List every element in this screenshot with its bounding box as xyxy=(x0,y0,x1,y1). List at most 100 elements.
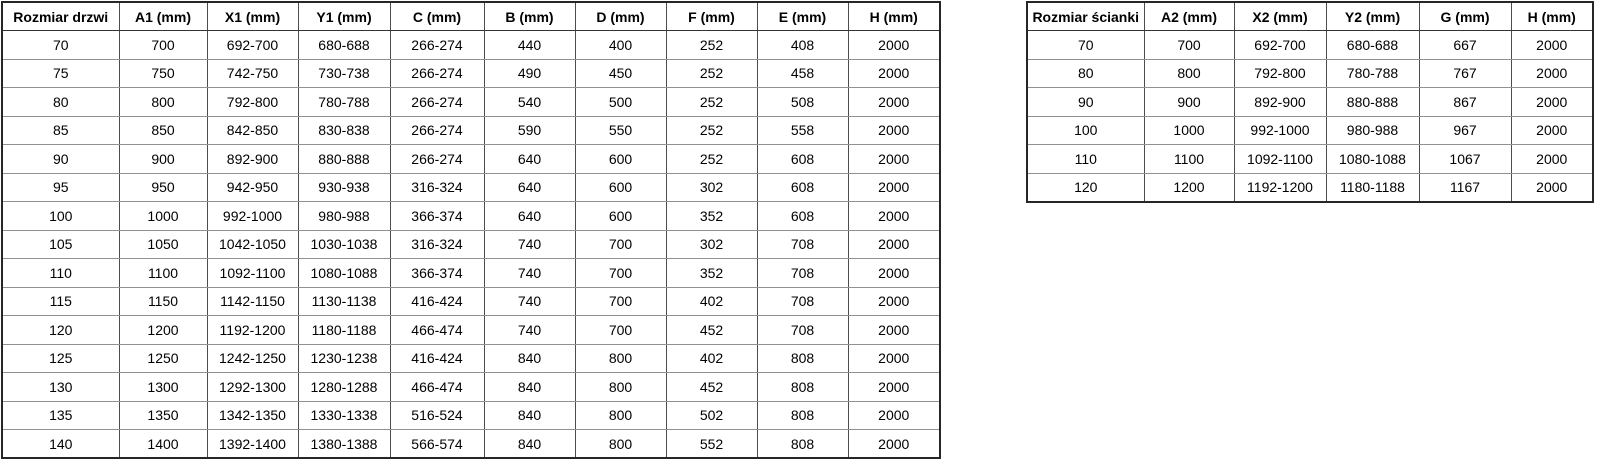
table-cell: 1050 xyxy=(118,229,208,259)
table-cell: 2000 xyxy=(1510,144,1594,174)
column-header: B (mm) xyxy=(483,1,576,31)
table-cell: 880-888 xyxy=(1325,87,1420,117)
table-cell: 2000 xyxy=(847,30,941,60)
table-cell: 980-988 xyxy=(1325,115,1420,145)
column-header: E (mm) xyxy=(756,1,849,31)
table-cell: 830-838 xyxy=(297,115,391,145)
table-cell: 1000 xyxy=(1143,115,1235,145)
table-cell: 2000 xyxy=(1510,115,1594,145)
table-cell: 680-688 xyxy=(297,30,391,60)
table-cell: 740 xyxy=(483,258,576,288)
column-header: G (mm) xyxy=(1418,1,1512,31)
table-cell: 1230-1238 xyxy=(297,343,391,373)
table-cell: 840 xyxy=(483,372,576,402)
table-cell: 608 xyxy=(756,201,849,231)
table-cell: 120 xyxy=(1026,172,1145,202)
table-cell: 100 xyxy=(1,201,120,231)
table-cell: 700 xyxy=(574,286,667,316)
table-cell: 1150 xyxy=(118,286,208,316)
table-cell: 1292-1300 xyxy=(206,372,299,402)
table-cell: 750 xyxy=(118,58,208,88)
table-row: 70 700 692-700 680-688 667 2000 xyxy=(1026,30,1594,60)
table-cell: 900 xyxy=(118,144,208,174)
table-cell: 140 xyxy=(1,429,120,459)
column-header: Rozmiar ścianki xyxy=(1026,1,1145,31)
table-row: 105 1050 1042-1050 1030-1038 316-324 740 700 30… xyxy=(1,229,941,259)
table-cell: 125 xyxy=(1,343,120,373)
table-cell: 2000 xyxy=(847,87,941,117)
table-cell: 708 xyxy=(756,286,849,316)
table-cell: 1142-1150 xyxy=(206,286,299,316)
table-cell: 552 xyxy=(665,429,758,459)
table-row: 90 900 892-900 880-888 266-274 640 600 252 608 20… xyxy=(1,144,941,174)
table-row: 100 1000 992-1000 980-988 366-374 640 600 352 60… xyxy=(1,201,941,231)
table-cell: 1080-1088 xyxy=(1325,144,1420,174)
table-cell: 70 xyxy=(1026,30,1145,60)
table-cell: 115 xyxy=(1,286,120,316)
column-header: A2 (mm) xyxy=(1143,1,1235,31)
table-cell: 640 xyxy=(483,172,576,202)
table-cell: 992-1000 xyxy=(1233,115,1327,145)
table-cell: 700 xyxy=(118,30,208,60)
table-cell: 692-700 xyxy=(206,30,299,60)
header-row: Rozmiar drzwi A1 (mm) X1 (mm) Y1 (mm) C (mm)… xyxy=(1,1,941,31)
table-cell: 1330-1338 xyxy=(297,400,391,430)
table-cell: 800 xyxy=(574,343,667,373)
table-cell: 780-788 xyxy=(297,87,391,117)
table-row: 140 1400 1392-1400 1380-1388 566-574 840 800 55… xyxy=(1,429,941,459)
column-header: Y1 (mm) xyxy=(297,1,391,31)
table-cell: 892-900 xyxy=(1233,87,1327,117)
table-cell: 105 xyxy=(1,229,120,259)
table-cell: 892-900 xyxy=(206,144,299,174)
table-cell: 1180-1188 xyxy=(1325,172,1420,202)
table-row: 110 1100 1092-1100 1080-1088 366-374 740 700 35… xyxy=(1,258,941,288)
table-row: 120 1200 1192-1200 1180-1188 466-474 740 700 45… xyxy=(1,315,941,345)
table-cell: 266-274 xyxy=(389,30,485,60)
table-cell: 2000 xyxy=(847,315,941,345)
table-cell: 540 xyxy=(483,87,576,117)
table-cell: 508 xyxy=(756,87,849,117)
table-cell: 740 xyxy=(483,229,576,259)
table-cell: 640 xyxy=(483,144,576,174)
table-cell: 950 xyxy=(118,172,208,202)
table-cell: 840 xyxy=(483,429,576,459)
table-cell: 550 xyxy=(574,115,667,145)
table-cell: 366-374 xyxy=(389,258,485,288)
table-cell: 130 xyxy=(1,372,120,402)
table-cell: 700 xyxy=(1143,30,1235,60)
table-cell: 2000 xyxy=(847,343,941,373)
table-cell: 800 xyxy=(574,372,667,402)
table-cell: 840 xyxy=(483,400,576,430)
table-row: 85 850 842-850 830-838 266-274 590 550 252 558 20… xyxy=(1,115,941,145)
table-cell: 800 xyxy=(118,87,208,117)
table-cell: 967 xyxy=(1418,115,1512,145)
table-row: 80 800 792-800 780-788 767 2000 xyxy=(1026,58,1594,88)
table-cell: 1100 xyxy=(1143,144,1235,174)
table-cell: 120 xyxy=(1,315,120,345)
table-cell: 840 xyxy=(483,343,576,373)
table-cell: 252 xyxy=(665,115,758,145)
table-cell: 85 xyxy=(1,115,120,145)
table-cell: 800 xyxy=(574,400,667,430)
door-dimensions-table: Rozmiar drzwi A1 (mm) X1 (mm) Y1 (mm) C (mm)… xyxy=(1,1,941,459)
column-header: C (mm) xyxy=(389,1,485,31)
table-cell: 452 xyxy=(665,315,758,345)
table-cell: 742-750 xyxy=(206,58,299,88)
table-cell: 1200 xyxy=(118,315,208,345)
table-cell: 608 xyxy=(756,172,849,202)
column-header: X1 (mm) xyxy=(206,1,299,31)
table-cell: 2000 xyxy=(1510,172,1594,202)
table-cell: 402 xyxy=(665,343,758,373)
table-row: 90 900 892-900 880-888 867 2000 xyxy=(1026,87,1594,117)
table-cell: 2000 xyxy=(847,400,941,430)
table-cell: 800 xyxy=(1143,58,1235,88)
table-cell: 2000 xyxy=(847,429,941,459)
table-cell: 2000 xyxy=(1510,30,1594,60)
table-row: 70 700 692-700 680-688 266-274 440 400 252 408 20… xyxy=(1,30,941,60)
table-cell: 2000 xyxy=(847,172,941,202)
table-cell: 366-374 xyxy=(389,201,485,231)
table-cell: 1192-1200 xyxy=(1233,172,1327,202)
table-cell: 740 xyxy=(483,286,576,316)
table-cell: 792-800 xyxy=(1233,58,1327,88)
